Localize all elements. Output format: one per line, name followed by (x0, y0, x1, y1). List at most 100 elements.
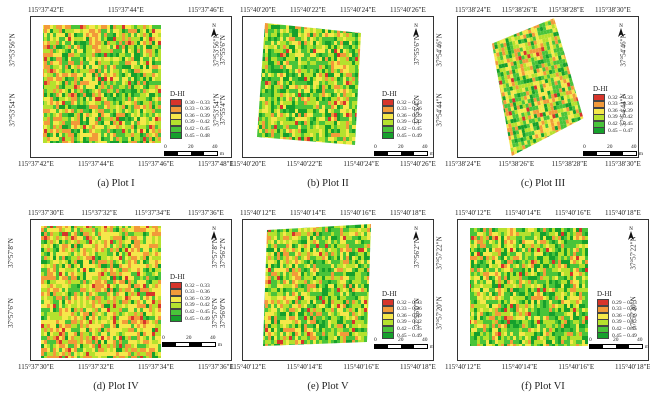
raster-cell (17, 61, 20, 65)
raster-cell (164, 93, 167, 97)
raster-cell (44, 113, 47, 117)
raster-cell (68, 49, 71, 53)
raster-cell (298, 17, 301, 21)
raster-cell (170, 1, 173, 5)
raster-cell (47, 85, 50, 89)
raster-cell (65, 61, 68, 65)
raster-cell (125, 101, 128, 105)
raster-cell (44, 97, 47, 101)
raster-cell (43, 25, 44, 29)
raster-cell (134, 129, 137, 133)
raster-cell (101, 17, 104, 21)
raster-cell (23, 117, 26, 121)
raster-cell (131, 25, 134, 29)
raster-cell (62, 121, 65, 125)
raster-cell (170, 5, 173, 9)
raster-cell (74, 45, 77, 49)
raster-cell (143, 97, 146, 101)
raster-cell (259, 57, 262, 61)
raster-cell (53, 145, 56, 149)
raster-cell (71, 173, 74, 177)
raster-cell (167, 77, 170, 81)
raster-cell (200, 173, 203, 177)
raster-cell (68, 21, 71, 25)
raster-cell (65, 161, 68, 165)
raster-cell (149, 149, 152, 153)
raster-cell (292, 173, 295, 177)
raster-cell (14, 153, 17, 157)
raster-cell (128, 169, 131, 173)
raster-cell (125, 97, 128, 101)
raster-cell (134, 165, 137, 169)
raster-cell (167, 33, 170, 37)
raster-cell (50, 53, 53, 57)
raster-cell (113, 169, 116, 173)
raster-cell (229, 0, 232, 1)
raster-cell (277, 33, 280, 37)
raster-cell (86, 93, 89, 97)
raster-cell (92, 117, 95, 121)
raster-cell (298, 97, 301, 101)
raster-cell (286, 45, 289, 49)
raster-cell (77, 77, 80, 81)
raster-cell (77, 45, 80, 49)
raster-cell (65, 69, 68, 73)
raster-cell (259, 89, 262, 93)
raster-cell (277, 101, 280, 105)
raster-cell (203, 1, 206, 5)
raster-cell (200, 81, 203, 85)
raster-cell (128, 41, 131, 45)
raster-cell (104, 53, 107, 57)
bottom-coord-label: 115°37′48″E (198, 160, 234, 168)
raster-cell (14, 25, 17, 29)
raster-cell (173, 13, 176, 17)
raster-cell (86, 49, 89, 53)
raster-cell (283, 149, 286, 153)
raster-cell (23, 105, 26, 109)
raster-cell (43, 105, 44, 109)
raster-cell (292, 53, 295, 57)
raster-cell (95, 105, 98, 109)
raster-cell (298, 37, 301, 41)
raster-cell (238, 45, 241, 49)
raster-cell (247, 73, 250, 77)
raster-cell (113, 49, 116, 53)
raster-cell (197, 69, 200, 73)
raster-cell (280, 153, 283, 157)
raster-cell (155, 93, 158, 97)
raster-cell (62, 97, 65, 101)
raster-cell (53, 101, 56, 105)
raster-cell (104, 9, 107, 13)
raster-cell (259, 0, 262, 1)
raster-cell (164, 113, 167, 117)
raster-cell (128, 0, 131, 1)
raster-cell (119, 65, 122, 69)
raster-cell (223, 17, 226, 21)
raster-cell (185, 165, 188, 169)
raster-cell (149, 33, 152, 37)
raster-cell (44, 69, 47, 73)
raster-cell (253, 85, 256, 89)
raster-cell (280, 69, 283, 73)
raster-cell (104, 153, 107, 157)
raster-cell (238, 109, 241, 113)
raster-cell (20, 149, 23, 153)
raster-cell (226, 5, 229, 9)
raster-cell (68, 125, 71, 129)
raster-cell (257, 93, 259, 97)
raster-cell (98, 89, 101, 93)
raster-cell (286, 17, 289, 21)
raster-cell (197, 49, 200, 53)
raster-cell (256, 145, 259, 149)
raster-cell (83, 25, 86, 29)
raster-cell (289, 121, 292, 125)
raster-cell (304, 23, 307, 25)
raster-cell (71, 133, 74, 137)
raster-cell (289, 17, 292, 21)
plot-caption: (a) Plot I (16, 178, 216, 189)
raster-cell (89, 105, 92, 109)
raster-cell (226, 0, 229, 1)
raster-cell (289, 125, 292, 129)
raster-cell (215, 129, 218, 133)
raster-cell (38, 109, 41, 113)
